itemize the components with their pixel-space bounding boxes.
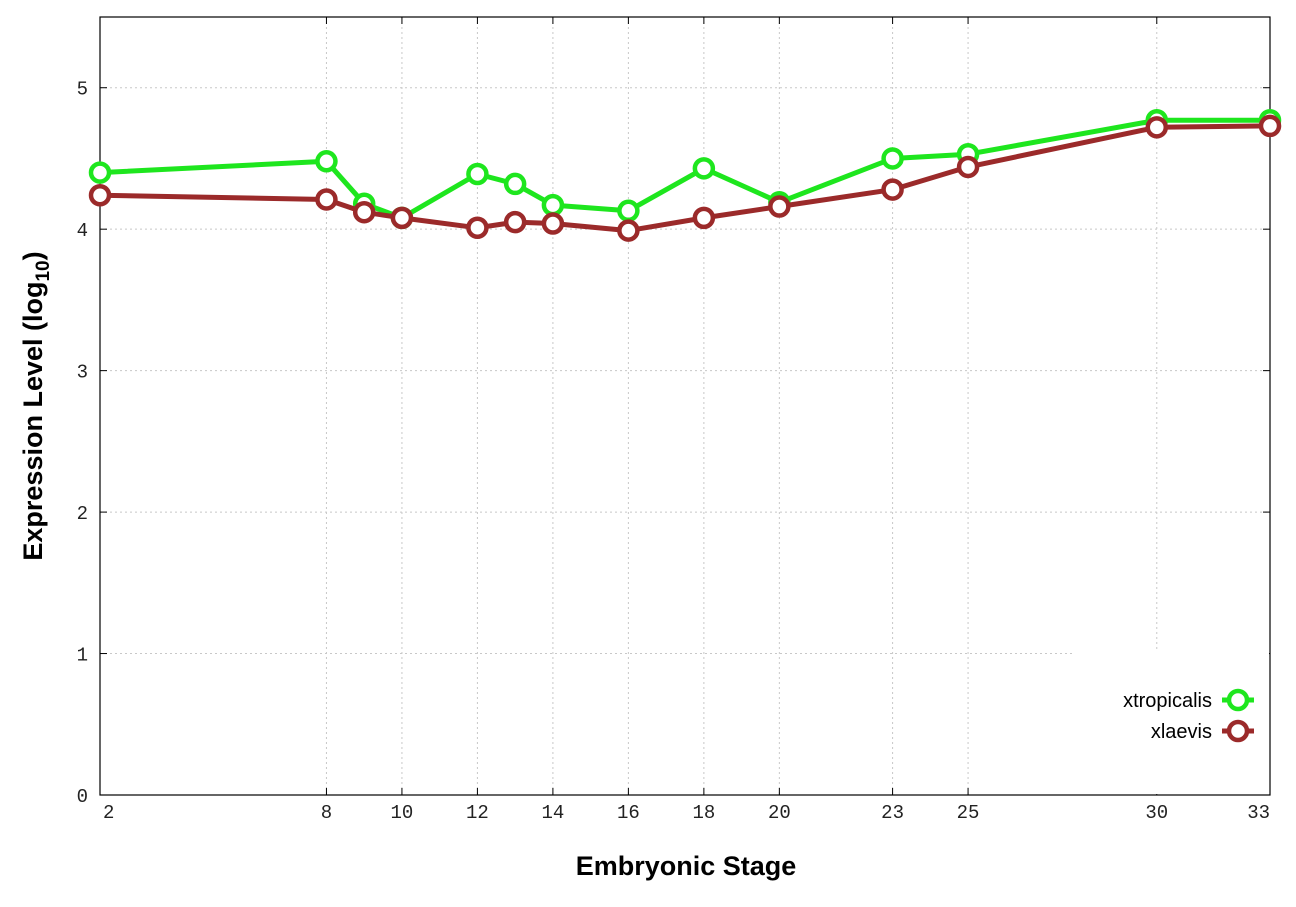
plot-area-frame: [99, 16, 1271, 796]
data-point: [881, 147, 904, 170]
data-point: [692, 206, 716, 230]
y-tick-label: 3: [77, 362, 88, 384]
legend: xtropicalis xlaevis: [1072, 652, 1269, 794]
data-point: [315, 188, 338, 211]
x-tick-label: 25: [957, 802, 980, 824]
data-point: [503, 172, 527, 196]
x-tick-label: 14: [541, 802, 564, 824]
x-tick-label: 2: [103, 802, 114, 824]
x-tick-label: 33: [1247, 802, 1270, 824]
data-point: [503, 210, 527, 234]
x-tick-label: 8: [321, 802, 332, 824]
data-point: [466, 216, 489, 240]
data-point: [881, 178, 904, 201]
data-point: [88, 183, 112, 207]
y-axis-title: Expression Level (log10): [18, 251, 54, 560]
data-point: [541, 212, 565, 235]
data-point: [692, 157, 716, 180]
data-point: [956, 155, 980, 179]
legend-label: xtropicalis: [1123, 690, 1212, 712]
data-point: [617, 199, 640, 223]
legend-swatch-marker: [1226, 688, 1250, 712]
x-tick-label: 23: [881, 802, 904, 824]
y-axis-title-subscript: 10: [33, 260, 54, 281]
series-line: [99, 117, 1270, 221]
x-tick-label: 18: [692, 802, 715, 824]
series-layer: [88, 109, 1282, 242]
y-axis-title-close: ): [18, 251, 48, 260]
data-point: [541, 193, 565, 217]
series-xlaevis: [88, 114, 1282, 242]
data-point: [88, 161, 112, 184]
y-tick-label: 4: [77, 220, 88, 242]
x-tick-label: 20: [768, 802, 791, 824]
x-axis-title: Embryonic Stage: [576, 851, 797, 881]
y-tick-label: 2: [77, 503, 88, 525]
data-point: [1145, 116, 1169, 139]
x-tick-label: 12: [466, 802, 489, 824]
data-point: [768, 195, 791, 218]
data-point: [390, 206, 414, 230]
data-point: [466, 162, 489, 186]
data-point: [617, 219, 640, 242]
data-point: [315, 150, 338, 173]
legend-label: xlaevis: [1151, 721, 1212, 743]
data-point: [1258, 114, 1282, 138]
y-axis-title-main: Expression Level (log: [18, 282, 48, 561]
x-tick-label: 30: [1145, 802, 1168, 824]
x-tick-label: 16: [617, 802, 640, 824]
series-xtropicalis: [88, 109, 1282, 230]
y-tick-label: 1: [77, 645, 88, 667]
legend-swatch-marker: [1226, 719, 1250, 743]
y-tick-label: 0: [77, 786, 88, 808]
x-tick-label: 10: [391, 802, 414, 824]
y-tick-label: 5: [77, 79, 88, 101]
data-point: [352, 200, 376, 224]
